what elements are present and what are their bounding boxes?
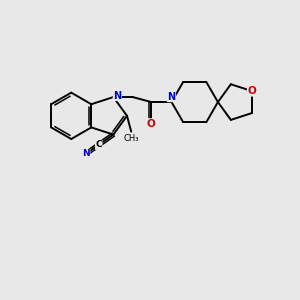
Text: N: N [82, 149, 90, 158]
Text: O: O [147, 119, 156, 129]
Text: CH₃: CH₃ [124, 134, 139, 143]
Text: N: N [113, 91, 121, 100]
Text: C: C [95, 140, 102, 149]
Text: O: O [248, 86, 256, 96]
Text: N: N [167, 92, 175, 102]
